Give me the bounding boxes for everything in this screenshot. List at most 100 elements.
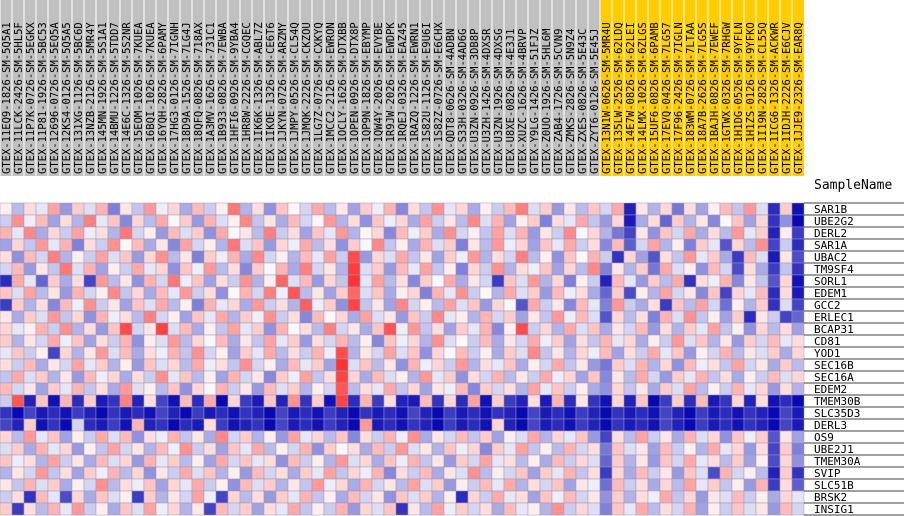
heatmap-cell [383,418,397,432]
heatmap-cell [287,250,301,264]
heatmap-cell [563,502,577,516]
heatmap-cell [695,226,709,240]
heatmap-cell [23,466,37,480]
heatmap-cell [275,250,289,264]
heatmap-cell [227,502,241,516]
heatmap-cell [275,214,289,228]
heatmap-cell [659,466,673,480]
gene-label: BRSK2 [814,491,847,504]
heatmap-cell [443,442,457,456]
heatmap-cell [407,286,421,300]
heatmap-cell [11,478,25,492]
heatmap-cell [203,286,217,300]
heatmap-cell [347,298,361,312]
heatmap-cell [203,490,217,504]
heatmap-cell [443,406,457,420]
heatmap-cell [671,250,685,264]
heatmap-cell [527,322,541,336]
heatmap-cell [371,502,385,516]
heatmap-cell [467,346,481,360]
heatmap-cell [659,310,673,324]
heatmap-cell [467,238,481,252]
heatmap-cell [251,274,265,288]
heatmap-cell [35,298,49,312]
heatmap-cell [347,466,361,480]
sample-name-label: GTEX-18QFQ-0826-SM-718AX [193,22,205,174]
heatmap-cell [599,382,613,396]
heatmap-cell [707,310,721,324]
heatmap-cell [335,262,349,276]
heatmap-cell [563,478,577,492]
heatmap-cell [407,370,421,384]
heatmap-cell [695,430,709,444]
heatmap-cell [275,370,289,384]
heatmap-cell [779,286,793,300]
heatmap-cell [359,490,373,504]
heatmap-cell [503,214,517,228]
heatmap-cell [23,490,37,504]
sample-name-label: GTEX-XUZC-1626-SM-4BRVP [517,29,529,174]
heatmap-cell [431,250,445,264]
heatmap-cell [239,202,253,216]
heatmap-cell [659,442,673,456]
heatmap-cell [107,310,121,324]
heatmap-cell [11,322,25,336]
heatmap-cell [767,394,781,408]
heatmap-cell [131,346,145,360]
heatmap-cell [647,382,661,396]
heatmap-cell [263,358,277,372]
gene-label: TMEM30B [814,395,861,408]
heatmap-cell [35,418,49,432]
heatmap-cell [71,274,85,288]
heatmap-cell [47,418,61,432]
heatmap-cell [419,358,433,372]
heatmap-cell [131,202,145,216]
heatmap-cell [167,346,181,360]
heatmap-cell [515,430,529,444]
heatmap-cell [419,298,433,312]
heatmap-cell [599,250,613,264]
heatmap-cell [707,358,721,372]
heatmap-cell [659,274,673,288]
heatmap-cell [755,214,769,228]
heatmap-cell [623,358,637,372]
heatmap-cell [743,442,757,456]
heatmap-cell [563,286,577,300]
heatmap-cell [707,490,721,504]
heatmap-cell [251,502,265,516]
heatmap-cell [731,346,745,360]
heatmap-cell [623,310,637,324]
heatmap-cell [335,346,349,360]
heatmap-cell [683,286,697,300]
heatmap-cell [707,262,721,276]
heatmap-cell [719,430,733,444]
heatmap-cell [47,382,61,396]
heatmap-cell [11,454,25,468]
heatmap-cell [479,418,493,432]
heatmap-cell [299,478,313,492]
heatmap-cell [431,478,445,492]
heatmap-cell [431,310,445,324]
heatmap-cell [251,202,265,216]
heatmap-cell [779,490,793,504]
heatmap-cell [0,442,13,456]
heatmap-cell [791,394,805,408]
heatmap-cell [335,382,349,396]
heatmap-cell [443,490,457,504]
heatmap-cell [371,274,385,288]
heatmap-cell [635,502,649,516]
heatmap-cell [539,358,553,372]
heatmap-cell [431,382,445,396]
heatmap-cell [779,430,793,444]
heatmap-cell [119,310,133,324]
heatmap-cell [479,466,493,480]
heatmap-cell [671,394,685,408]
heatmap-cell [455,334,469,348]
heatmap-cell [779,478,793,492]
heatmap-cell [611,442,625,456]
heatmap-cell [731,406,745,420]
heatmap-cell [359,442,373,456]
heatmap-cell [287,346,301,360]
heatmap-cell [191,226,205,240]
heatmap-cell [395,394,409,408]
